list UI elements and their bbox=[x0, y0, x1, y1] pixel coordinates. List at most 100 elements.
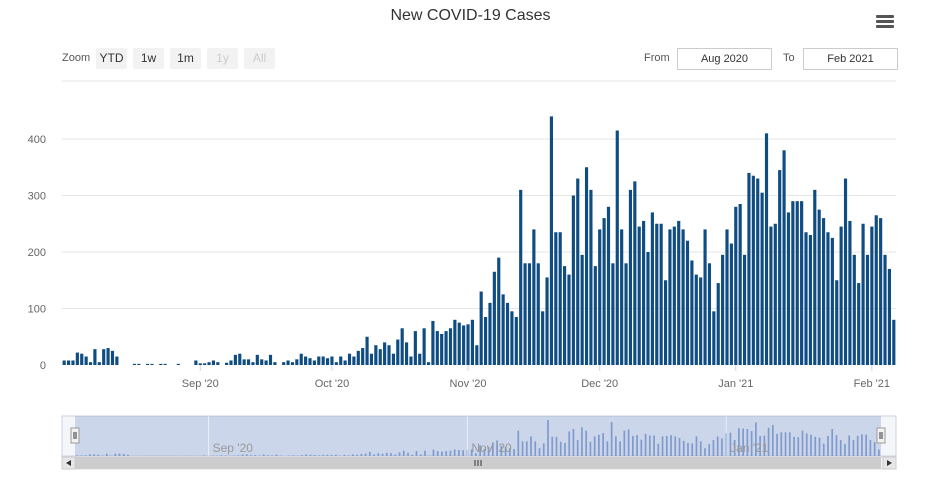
bar[interactable] bbox=[62, 360, 66, 365]
bar[interactable] bbox=[194, 360, 198, 365]
bar[interactable] bbox=[817, 209, 821, 365]
bar[interactable] bbox=[659, 223, 663, 365]
bar[interactable] bbox=[571, 195, 575, 366]
bar[interactable] bbox=[786, 212, 791, 365]
bar[interactable] bbox=[642, 220, 646, 365]
bar[interactable] bbox=[800, 201, 804, 365]
bar[interactable] bbox=[685, 240, 690, 365]
bar[interactable] bbox=[835, 280, 839, 365]
bar[interactable] bbox=[352, 356, 356, 365]
bar[interactable] bbox=[870, 226, 874, 365]
bar[interactable] bbox=[519, 189, 523, 365]
bar[interactable] bbox=[369, 353, 374, 365]
bar[interactable] bbox=[699, 277, 703, 365]
bar[interactable] bbox=[106, 348, 110, 365]
bar[interactable] bbox=[584, 167, 589, 365]
bar[interactable] bbox=[580, 254, 584, 365]
bar[interactable] bbox=[751, 175, 755, 365]
bar[interactable] bbox=[716, 283, 720, 365]
bar[interactable] bbox=[514, 316, 518, 365]
bar[interactable] bbox=[821, 218, 826, 365]
bar[interactable] bbox=[321, 356, 325, 365]
bar[interactable] bbox=[238, 353, 242, 365]
bar[interactable] bbox=[374, 345, 378, 365]
zoom-1y-button[interactable]: 1y bbox=[207, 48, 238, 69]
grip-icon[interactable] bbox=[474, 460, 482, 466]
bar[interactable] bbox=[611, 263, 615, 365]
bar[interactable] bbox=[606, 206, 611, 365]
bar[interactable] bbox=[760, 192, 764, 365]
bar[interactable] bbox=[203, 363, 207, 365]
bar[interactable] bbox=[137, 363, 141, 365]
bar[interactable] bbox=[756, 178, 760, 365]
bar[interactable] bbox=[246, 359, 251, 365]
bar[interactable] bbox=[176, 363, 180, 365]
bar[interactable] bbox=[721, 254, 725, 365]
bar[interactable] bbox=[707, 263, 712, 365]
bar[interactable] bbox=[589, 189, 593, 365]
to-date-input[interactable]: Feb 2021 bbox=[803, 48, 898, 70]
bar[interactable] bbox=[848, 220, 852, 365]
bar[interactable] bbox=[563, 266, 567, 365]
from-date-input[interactable]: Aug 2020 bbox=[677, 48, 772, 70]
bar[interactable] bbox=[444, 331, 448, 365]
bar[interactable] bbox=[93, 349, 97, 365]
bar[interactable] bbox=[795, 201, 799, 365]
right-arrow-icon[interactable] bbox=[882, 456, 897, 470]
bar[interactable] bbox=[655, 223, 659, 365]
bar[interactable] bbox=[132, 363, 137, 365]
bar[interactable] bbox=[808, 235, 812, 365]
bar[interactable] bbox=[843, 178, 848, 365]
bar[interactable] bbox=[637, 226, 641, 365]
bar[interactable] bbox=[470, 319, 474, 365]
bar[interactable] bbox=[448, 328, 453, 365]
bar[interactable] bbox=[694, 274, 698, 365]
bar[interactable] bbox=[852, 254, 856, 365]
bar[interactable] bbox=[365, 336, 369, 365]
bar[interactable] bbox=[102, 349, 106, 365]
bar[interactable] bbox=[317, 356, 321, 365]
bar[interactable] bbox=[497, 257, 501, 365]
bar[interactable] bbox=[282, 362, 286, 365]
bar[interactable] bbox=[527, 263, 532, 365]
bar[interactable] bbox=[690, 260, 694, 365]
bar[interactable] bbox=[764, 133, 769, 365]
bar[interactable] bbox=[668, 229, 672, 365]
bar[interactable] bbox=[440, 333, 444, 365]
bar[interactable] bbox=[295, 359, 299, 365]
bar[interactable] bbox=[620, 229, 624, 365]
bar[interactable] bbox=[813, 189, 817, 365]
bar[interactable] bbox=[146, 363, 150, 365]
bar[interactable] bbox=[488, 302, 492, 365]
bar[interactable] bbox=[663, 280, 668, 365]
bar[interactable] bbox=[304, 356, 308, 365]
bar[interactable] bbox=[198, 363, 202, 365]
bar[interactable] bbox=[624, 263, 628, 365]
bar[interactable] bbox=[484, 316, 488, 365]
bar[interactable] bbox=[431, 320, 435, 365]
bar[interactable] bbox=[334, 362, 338, 365]
bar[interactable] bbox=[725, 229, 729, 365]
bar[interactable] bbox=[163, 363, 167, 365]
bar[interactable] bbox=[347, 353, 352, 365]
navigator-right-handle[interactable] bbox=[876, 427, 886, 444]
bar[interactable] bbox=[225, 362, 229, 365]
bar[interactable] bbox=[501, 294, 505, 366]
bar[interactable] bbox=[75, 352, 79, 365]
bar[interactable] bbox=[773, 223, 777, 365]
zoom-1m-button[interactable]: 1m bbox=[170, 48, 201, 69]
navigator-selected-range[interactable] bbox=[75, 416, 881, 456]
bar[interactable] bbox=[378, 349, 382, 365]
bar[interactable] bbox=[268, 354, 273, 365]
bar[interactable] bbox=[703, 229, 707, 365]
bar[interactable] bbox=[343, 360, 347, 365]
bar[interactable] bbox=[260, 359, 264, 365]
navigator-left-handle[interactable] bbox=[70, 427, 80, 444]
bar[interactable] bbox=[383, 342, 387, 365]
bar[interactable] bbox=[325, 358, 330, 365]
bar[interactable] bbox=[734, 206, 738, 365]
bar[interactable] bbox=[233, 354, 237, 365]
bar[interactable] bbox=[115, 356, 119, 365]
bar[interactable] bbox=[839, 226, 843, 365]
zoom-1w-button[interactable]: 1w bbox=[133, 48, 164, 69]
